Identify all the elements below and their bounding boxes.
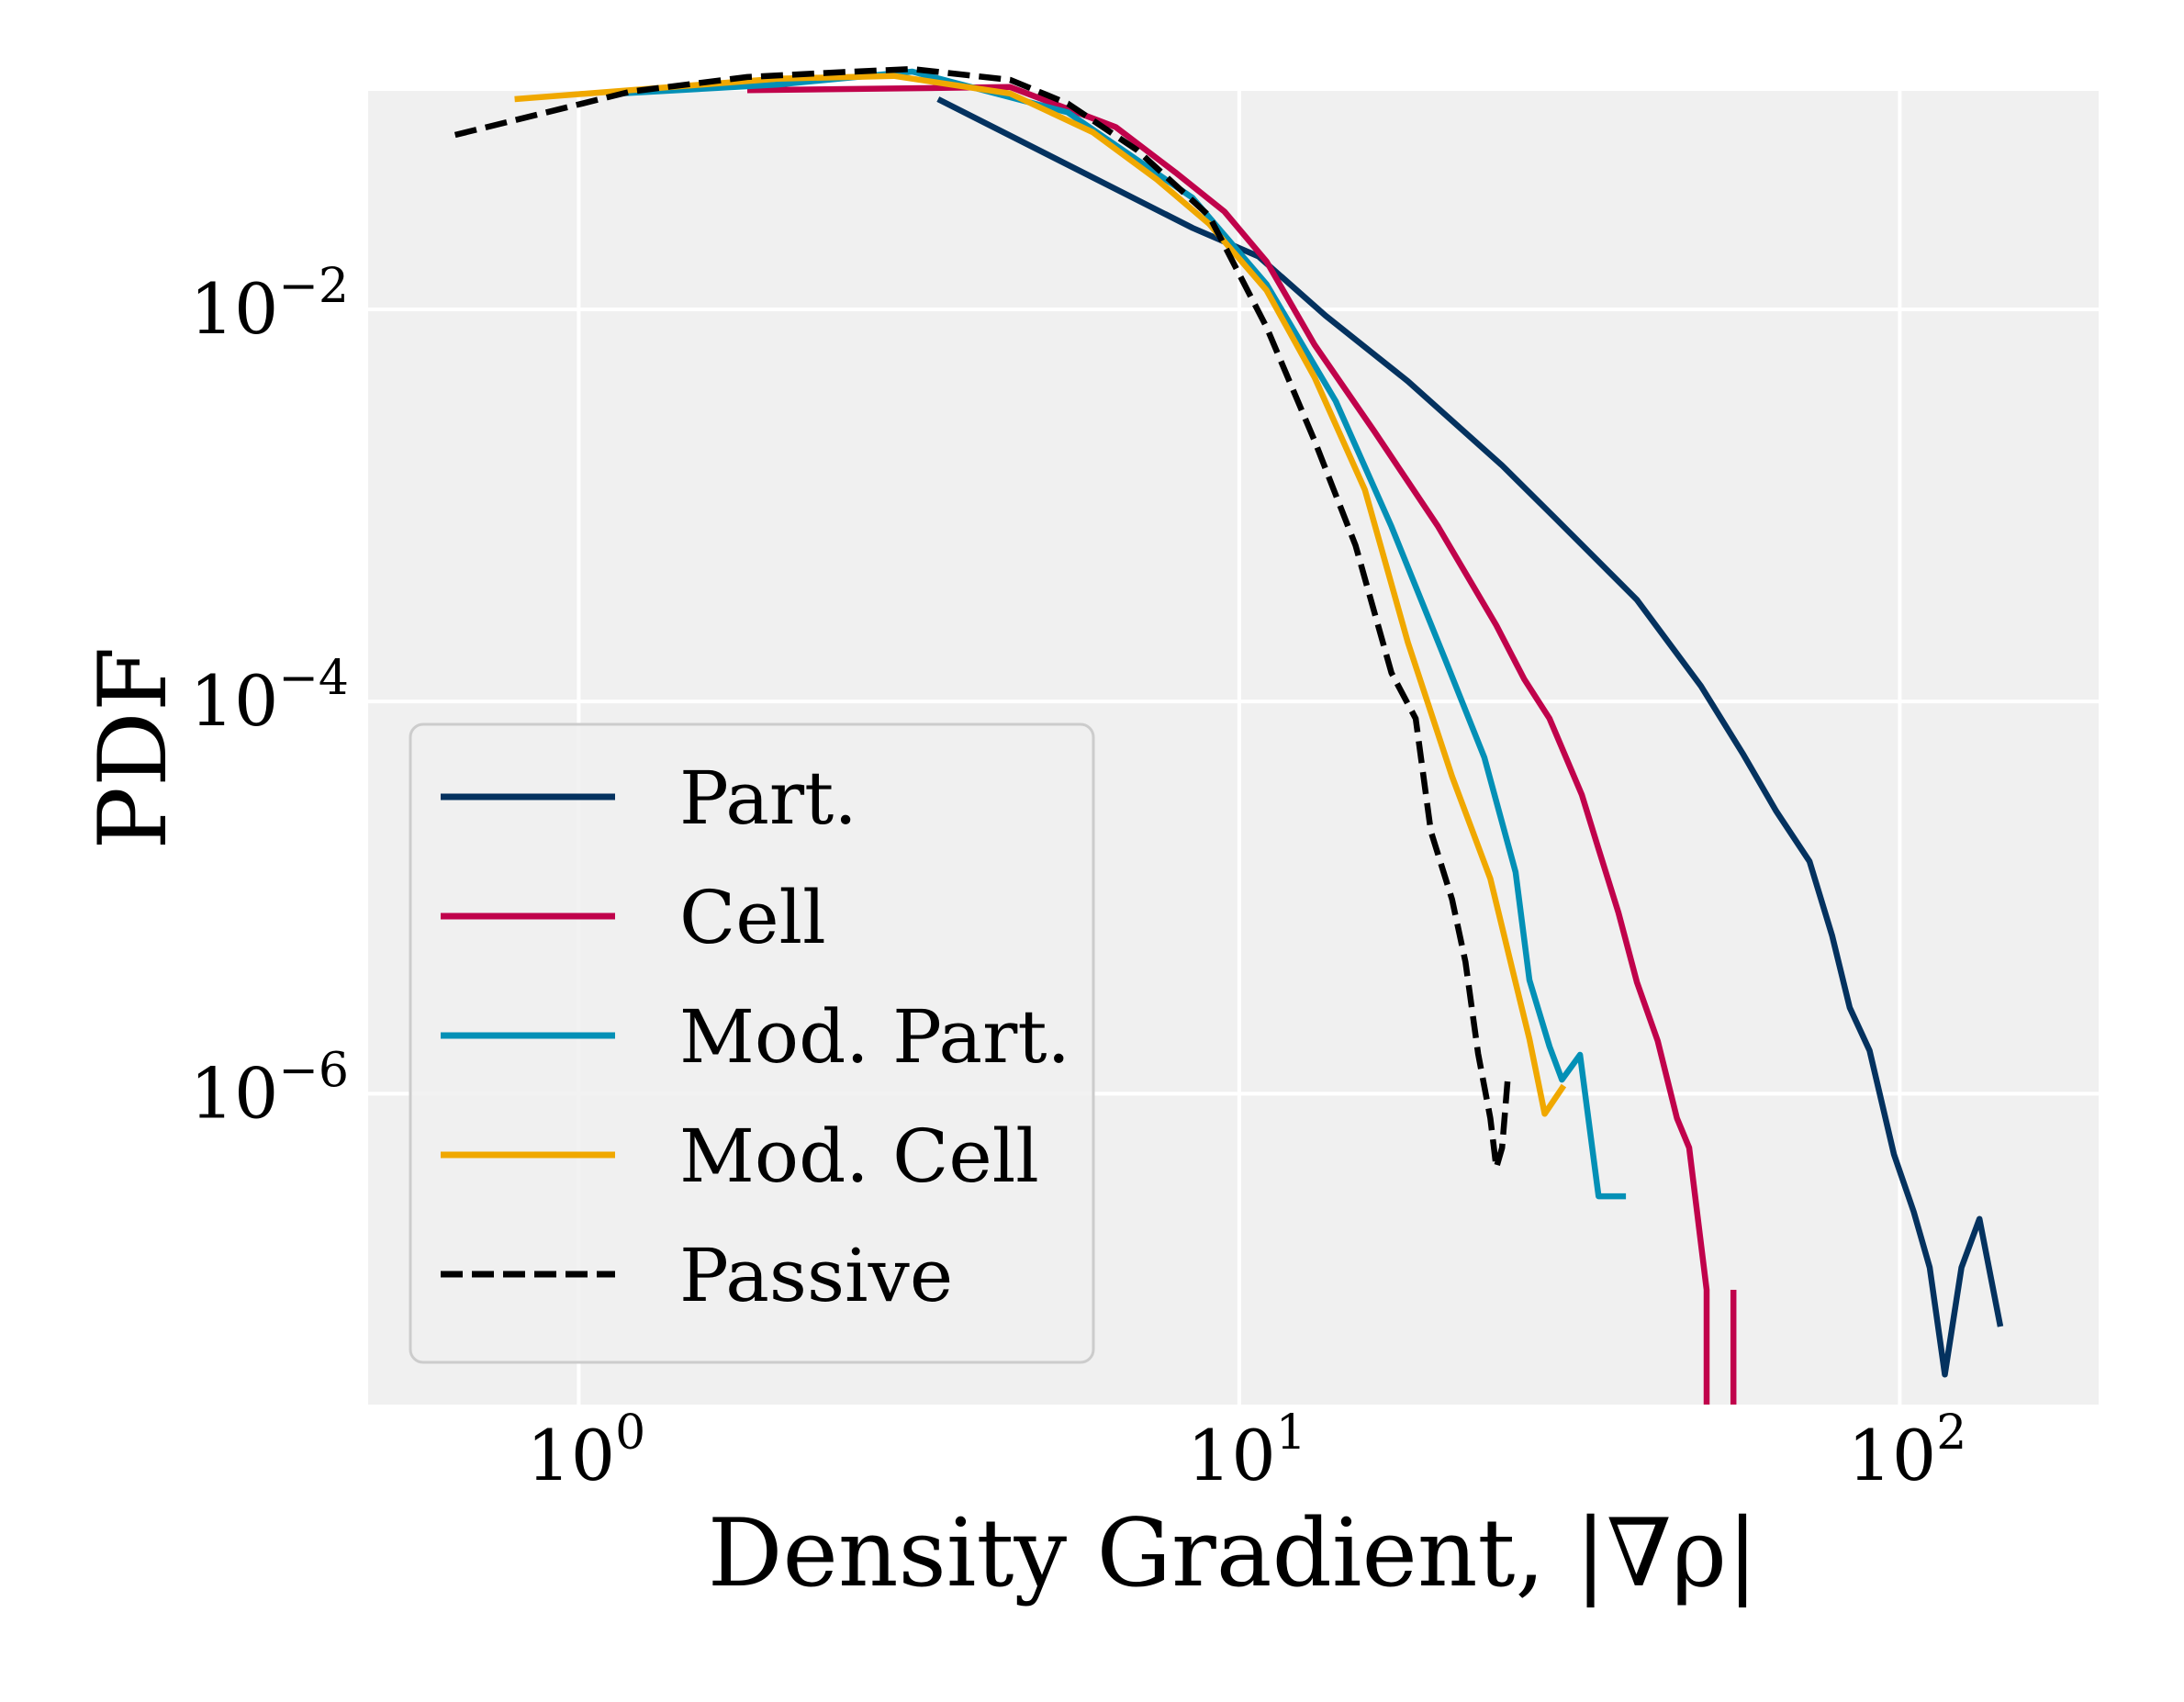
y-tick-label-1: 10−4: [190, 651, 349, 742]
y-tick-label-0: 10−2: [190, 259, 349, 350]
series-line-4-segment-0: [454, 65, 1511, 1171]
legend-label-0: Part.: [679, 756, 857, 841]
x-tick-label-2: 102: [1847, 1405, 1966, 1496]
y-axis-title: PDF: [79, 646, 188, 849]
legend-label-3: Mod. Cell: [679, 1114, 1039, 1199]
y-tick-labels: 10−2 10−4 10−6: [190, 259, 349, 1134]
legend-frame: [409, 722, 1095, 1364]
series-line-0-segment-0: [936, 96, 2004, 1378]
series-layer: [454, 65, 2004, 1405]
x-tick-label-0: 100: [526, 1405, 645, 1496]
grid: [368, 91, 2099, 1405]
x-tick-label-1: 101: [1187, 1405, 1306, 1496]
series-line-3-segment-0: [514, 73, 1567, 1117]
x-tick-labels: 100 101 102: [526, 1405, 1966, 1496]
legend-label-1: Cell: [679, 875, 826, 960]
legend-label-4: Passive: [679, 1233, 953, 1318]
series-line-1-segment-0: [746, 84, 1710, 1405]
y-tick-label-2: 10−6: [190, 1043, 349, 1134]
legend-label-2: Mod. Part.: [679, 994, 1070, 1080]
legend: Part. Cell Mod. Part. Mod. Cell Passive: [409, 722, 1095, 1364]
x-axis-title: Density Gradient, |∇ρ|: [708, 1499, 1759, 1608]
